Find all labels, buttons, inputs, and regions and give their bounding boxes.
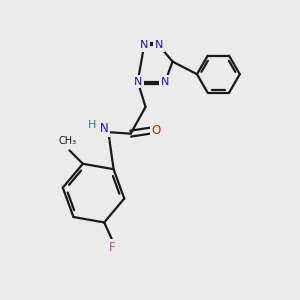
Text: N: N (100, 122, 108, 135)
Text: N: N (134, 77, 142, 87)
Text: H: H (88, 120, 96, 130)
Text: F: F (109, 241, 116, 254)
Text: O: O (151, 124, 160, 137)
Text: CH₃: CH₃ (59, 136, 77, 146)
Text: N: N (140, 40, 148, 50)
Text: N: N (154, 40, 163, 50)
Text: N: N (161, 77, 170, 87)
